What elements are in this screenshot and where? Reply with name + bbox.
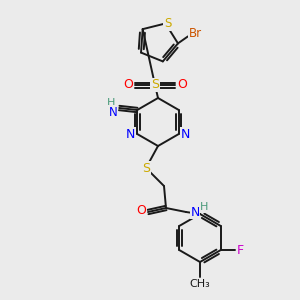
Text: CH₃: CH₃ bbox=[190, 279, 210, 289]
Text: O: O bbox=[136, 205, 146, 218]
Text: F: F bbox=[237, 244, 244, 256]
Text: H: H bbox=[200, 202, 208, 212]
Text: H: H bbox=[107, 98, 116, 108]
Text: S: S bbox=[142, 161, 150, 175]
Text: S: S bbox=[164, 17, 171, 30]
Text: N: N bbox=[109, 106, 118, 118]
Text: N: N bbox=[125, 128, 135, 140]
Text: O: O bbox=[177, 79, 187, 92]
Text: Br: Br bbox=[188, 27, 202, 40]
Text: N: N bbox=[190, 206, 200, 218]
Text: N: N bbox=[181, 128, 190, 140]
Text: O: O bbox=[123, 79, 133, 92]
Text: S: S bbox=[151, 79, 159, 92]
